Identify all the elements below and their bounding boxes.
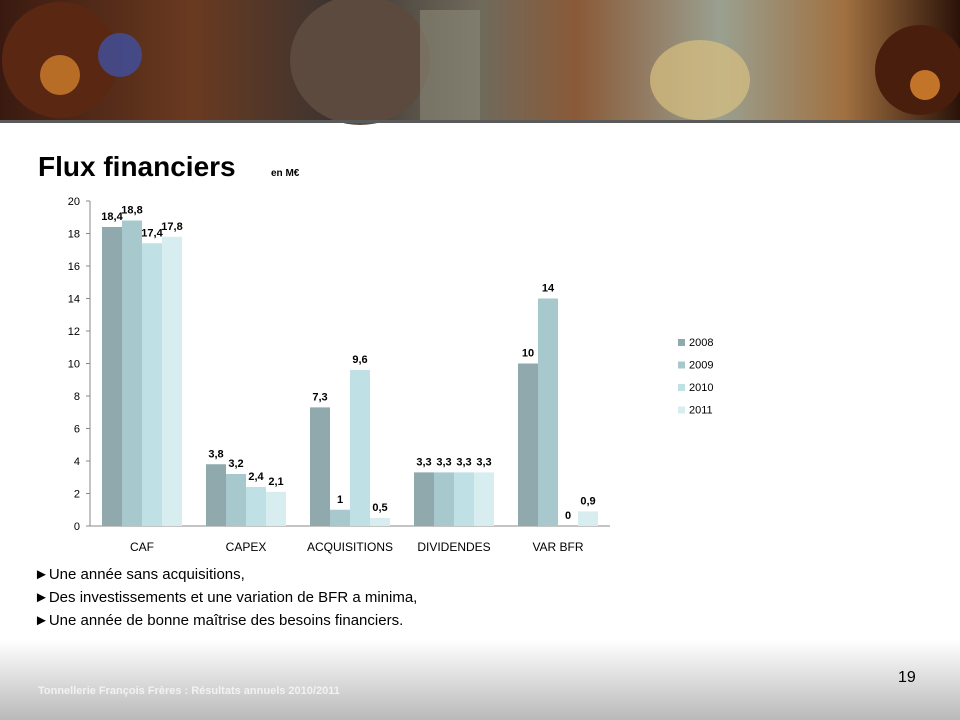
y-tick-label: 20 [68,196,80,208]
bar [350,370,370,526]
x-tick-label: CAF [130,540,154,554]
legend-swatch [678,362,685,369]
y-tick-label: 6 [74,424,80,436]
bar [330,510,350,526]
bar [370,518,390,526]
y-tick-label: 4 [74,456,80,468]
bar [206,464,226,526]
page-number: 19 [898,669,916,686]
value-label: 17,8 [161,221,182,233]
bar [122,221,142,527]
bar [246,487,266,526]
legend-swatch [678,407,685,414]
bar [414,472,434,526]
footer-text: Tonnellerie François Frères : Résultats … [38,685,340,697]
legend-label: 2011 [689,405,713,417]
bar [578,511,598,526]
x-tick-label: VAR BFR [532,540,583,554]
bullet: ►Des investissements et une variation de… [34,589,417,606]
y-tick-label: 18 [68,229,80,241]
bullet: ►Une année de bonne maîtrise des besoins… [34,612,403,629]
value-label: 3,3 [476,456,491,468]
legend-label: 2008 [689,337,713,349]
bar [518,364,538,527]
value-label: 7,3 [312,391,327,403]
value-label: 9,6 [352,354,367,366]
y-tick-label: 0 [74,521,80,533]
bar [162,237,182,526]
y-tick-label: 14 [68,294,80,306]
value-label: 10 [522,348,534,360]
value-label: 2,4 [248,471,264,483]
header-banner [0,0,960,125]
y-tick-label: 12 [68,326,80,338]
slide: Flux financiers en M€ 19 Tonnellerie Fra… [0,0,960,720]
bar [538,299,558,527]
bar [142,243,162,526]
y-tick-label: 8 [74,391,80,403]
legend-swatch [678,384,685,391]
value-label: 3,3 [436,456,451,468]
value-label: 3,3 [416,456,431,468]
bar [310,407,330,526]
value-label: 17,4 [141,227,163,239]
value-label: 3,3 [456,456,471,468]
x-tick-label: DIVIDENDES [417,540,490,554]
bar [454,472,474,526]
legend-label: 2009 [689,360,713,372]
value-label: 3,2 [228,458,243,470]
value-label: 0 [565,510,571,522]
value-label: 18,4 [101,211,123,223]
bar [266,492,286,526]
value-label: 0,9 [580,495,595,507]
bar [226,474,246,526]
x-tick-label: ACQUISITIONS [307,540,393,554]
bullet: ►Une année sans acquisitions, [34,566,245,583]
bar [102,227,122,526]
chart: 02468101214161820CAF18,418,817,417,8CAPE… [68,196,714,554]
unit-label: en M€ [271,168,300,179]
value-label: 14 [542,283,555,295]
y-tick-label: 2 [74,489,80,501]
value-label: 1 [337,494,343,506]
legend-label: 2010 [689,382,713,394]
y-tick-label: 16 [68,261,80,273]
y-tick-label: 10 [68,359,80,371]
bar [434,472,454,526]
value-label: 0,5 [372,502,387,514]
value-label: 18,8 [121,205,142,217]
value-label: 2,1 [268,476,283,488]
slide-title: Flux financiers [38,151,236,182]
x-tick-label: CAPEX [226,540,267,554]
bar [474,472,494,526]
legend-swatch [678,339,685,346]
value-label: 3,8 [208,448,223,460]
